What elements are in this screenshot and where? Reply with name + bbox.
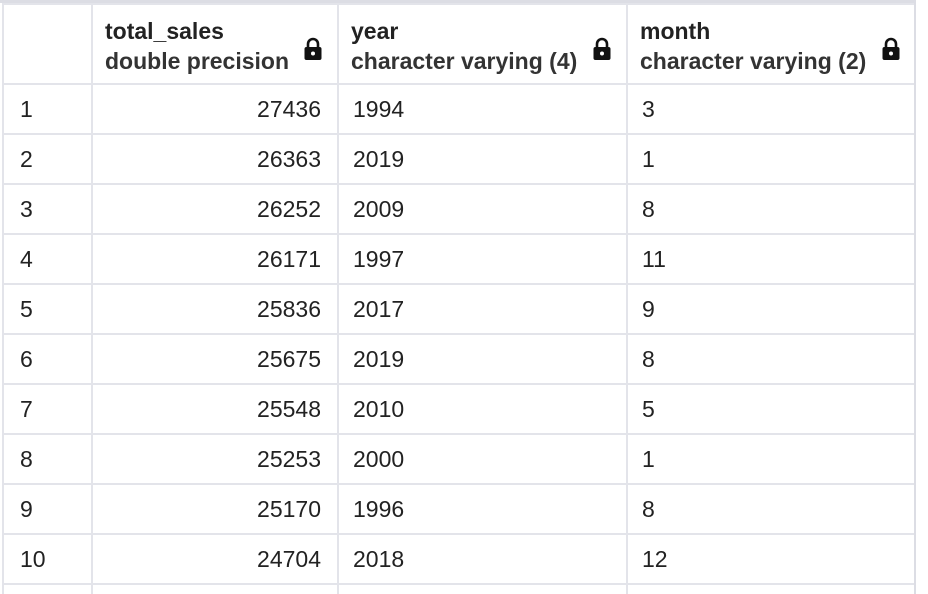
cell-year[interactable]: 1994 — [337, 83, 628, 135]
row-number[interactable]: 7 — [2, 383, 93, 435]
cell-total-sales[interactable]: 26171 — [91, 233, 339, 285]
cell-year[interactable]: 2019 — [337, 333, 628, 385]
header-row: total_sales double precision year charac… — [2, 3, 917, 85]
empty-cell — [2, 583, 93, 594]
cell-total-sales[interactable]: 25836 — [91, 283, 339, 335]
table-row[interactable]: 2 26363 2019 1 — [2, 133, 917, 185]
grid-top-border — [0, 0, 928, 3]
cell-year[interactable]: 2019 — [337, 133, 628, 185]
table-row[interactable]: 5 25836 2017 9 — [2, 283, 917, 335]
column-type: double precision — [105, 48, 290, 74]
cell-year[interactable]: 2010 — [337, 383, 628, 435]
results-table: total_sales double precision year charac… — [2, 3, 917, 594]
column-header-total-sales[interactable]: total_sales double precision — [91, 3, 339, 85]
cell-month[interactable]: 5 — [626, 383, 917, 435]
cell-total-sales[interactable]: 25548 — [91, 383, 339, 435]
column-type: character varying (4) — [351, 48, 578, 74]
table-row[interactable]: 4 26171 1997 11 — [2, 233, 917, 285]
row-number[interactable]: 3 — [2, 183, 93, 235]
cell-month[interactable]: 1 — [626, 133, 917, 185]
empty-cell — [626, 583, 917, 594]
column-name: year — [351, 18, 399, 44]
lock-icon — [593, 37, 611, 60]
cell-year[interactable]: 2000 — [337, 433, 628, 485]
empty-cell — [91, 583, 339, 594]
cell-month[interactable]: 1 — [626, 433, 917, 485]
table-row[interactable]: 7 25548 2010 5 — [2, 383, 917, 435]
row-number[interactable]: 6 — [2, 333, 93, 385]
cell-month[interactable]: 8 — [626, 333, 917, 385]
column-header-year[interactable]: year character varying (4) — [337, 3, 628, 85]
cell-month[interactable]: 8 — [626, 483, 917, 535]
column-header-month[interactable]: month character varying (2) — [626, 3, 917, 85]
table-row[interactable]: 8 25253 2000 1 — [2, 433, 917, 485]
grid-right-gutter — [914, 0, 928, 594]
cell-year[interactable]: 2018 — [337, 533, 628, 585]
lock-icon — [304, 37, 322, 60]
cell-month[interactable]: 3 — [626, 83, 917, 135]
cell-year[interactable]: 2017 — [337, 283, 628, 335]
cell-year[interactable]: 2009 — [337, 183, 628, 235]
cell-month[interactable]: 8 — [626, 183, 917, 235]
cell-month[interactable]: 12 — [626, 533, 917, 585]
column-name: total_sales — [105, 18, 224, 44]
table-row[interactable]: 10 24704 2018 12 — [2, 533, 917, 585]
lock-icon — [882, 37, 900, 60]
table-row[interactable]: 9 25170 1996 8 — [2, 483, 917, 535]
cell-year[interactable]: 1997 — [337, 233, 628, 285]
cell-total-sales[interactable]: 26252 — [91, 183, 339, 235]
table-row-partial — [2, 583, 917, 594]
cell-month[interactable]: 11 — [626, 233, 917, 285]
rownum-header[interactable] — [2, 3, 93, 85]
column-name: month — [640, 18, 711, 44]
row-number[interactable]: 2 — [2, 133, 93, 185]
cell-total-sales[interactable]: 25170 — [91, 483, 339, 535]
row-number[interactable]: 9 — [2, 483, 93, 535]
row-number[interactable]: 8 — [2, 433, 93, 485]
table-row[interactable]: 6 25675 2019 8 — [2, 333, 917, 385]
table-row[interactable]: 1 27436 1994 3 — [2, 83, 917, 135]
cell-month[interactable]: 9 — [626, 283, 917, 335]
cell-total-sales[interactable]: 25675 — [91, 333, 339, 385]
row-number[interactable]: 5 — [2, 283, 93, 335]
row-number[interactable]: 1 — [2, 83, 93, 135]
table-row[interactable]: 3 26252 2009 8 — [2, 183, 917, 235]
cell-year[interactable]: 1996 — [337, 483, 628, 535]
cell-total-sales[interactable]: 27436 — [91, 83, 339, 135]
row-number[interactable]: 4 — [2, 233, 93, 285]
cell-total-sales[interactable]: 25253 — [91, 433, 339, 485]
row-number[interactable]: 10 — [2, 533, 93, 585]
empty-cell — [337, 583, 628, 594]
cell-total-sales[interactable]: 26363 — [91, 133, 339, 185]
column-type: character varying (2) — [640, 48, 867, 74]
cell-total-sales[interactable]: 24704 — [91, 533, 339, 585]
